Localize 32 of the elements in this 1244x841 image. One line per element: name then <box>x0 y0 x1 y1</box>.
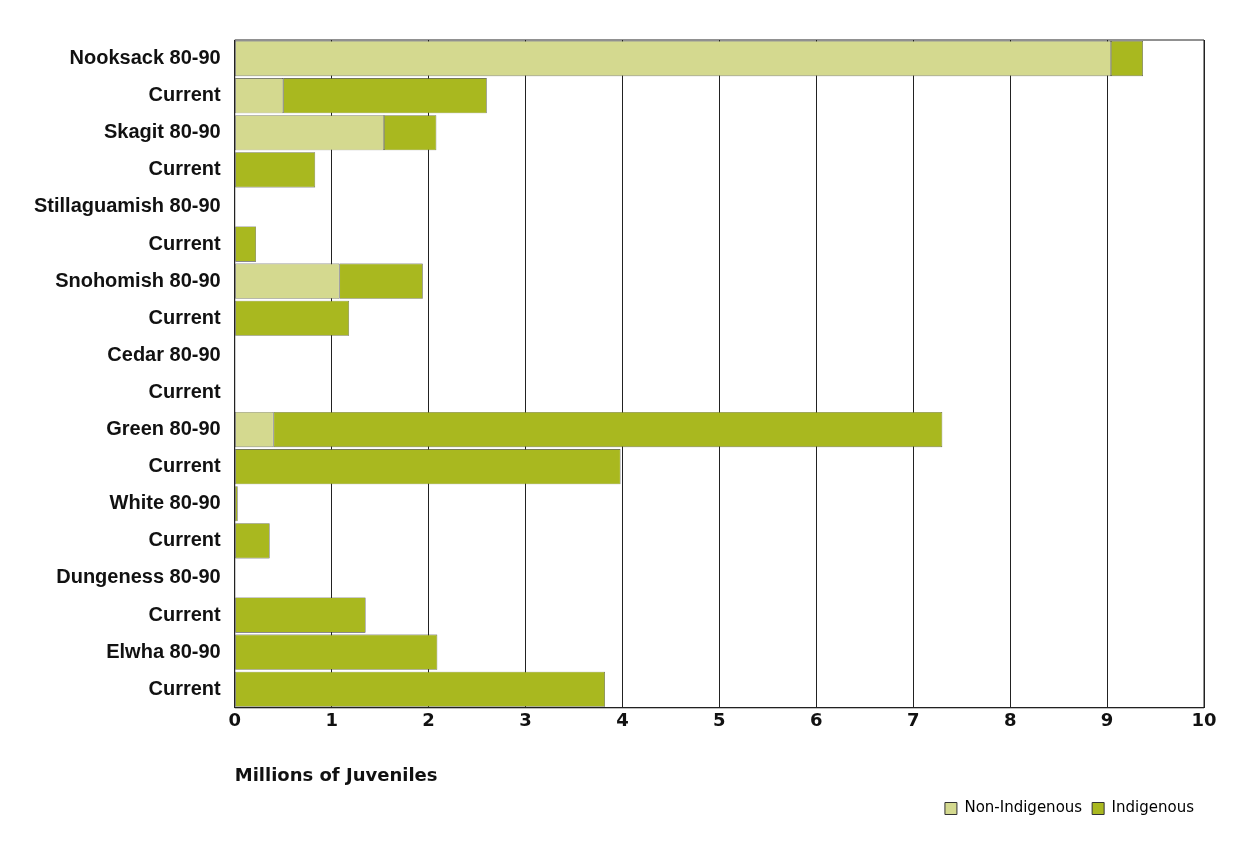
y-tick-label: Current <box>148 379 222 402</box>
x-tick-label: 7 <box>906 709 920 731</box>
y-tick-label: Dungeness 80-90 <box>56 565 221 588</box>
y-tick-label: Current <box>148 602 222 625</box>
legend-label: Non-Indigenous <box>964 798 1083 817</box>
x-tick-label: 10 <box>1191 709 1217 731</box>
y-tick-label: Current <box>148 454 222 477</box>
y-tick-label: Elwha 80-90 <box>106 639 221 662</box>
x-tick-label: 5 <box>713 709 726 731</box>
x-tick-label: 3 <box>519 709 532 731</box>
legend-label: Indigenous <box>1111 798 1195 817</box>
y-tick-label: White 80-90 <box>109 491 221 514</box>
y-tick-label: Current <box>148 305 222 328</box>
y-tick-label: Current <box>148 83 222 106</box>
x-tick-label: 0 <box>228 709 241 731</box>
y-tick-label: Skagit 80-90 <box>104 120 221 143</box>
x-tick-label: 9 <box>1100 709 1114 731</box>
x-tick-label: 8 <box>1003 709 1017 731</box>
x-tick-label: 2 <box>422 709 435 731</box>
y-tick-label: Green 80-90 <box>106 417 221 440</box>
y-tick-label: Current <box>148 231 222 254</box>
y-tick-label: Current <box>148 157 222 180</box>
y-tick-label: Current <box>148 676 222 699</box>
y-tick-label: Snohomish 80-90 <box>55 268 221 291</box>
x-tick-label: 4 <box>616 709 629 731</box>
y-tick-label: Stillaguamish 80-90 <box>33 194 221 217</box>
y-tick-label: Current <box>148 528 222 551</box>
x-tick-label: 1 <box>325 709 338 731</box>
x-axis-title: Millions of Juveniles <box>234 763 438 785</box>
y-tick-label: Nooksack 80-90 <box>69 46 221 69</box>
x-tick-label: 6 <box>810 709 823 731</box>
y-tick-label: Cedar 80-90 <box>107 342 221 365</box>
